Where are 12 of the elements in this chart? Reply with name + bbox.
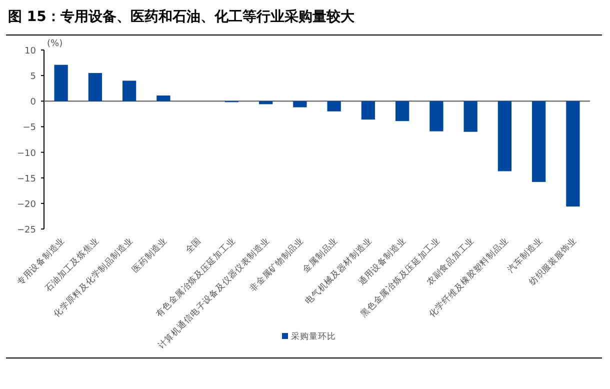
y-tick-label: −5 (22, 123, 36, 134)
y-tick-label: −15 (17, 174, 36, 184)
y-tick-label: −10 (17, 148, 36, 159)
y-tick-label: 10 (24, 46, 36, 56)
y-tick-label: 5 (30, 72, 36, 82)
y-tick-label: 0 (30, 98, 36, 108)
title: 图 15：专用设备、医药和石油、化工等行业采购量较大 (8, 9, 354, 25)
y-tick-label: −20 (17, 200, 36, 210)
legend-label: 采购量环比 (291, 331, 336, 342)
y-tick-label: −25 (17, 226, 36, 236)
x-tick-label: 全国 (183, 235, 204, 256)
y-axis-title: (%) (47, 39, 63, 49)
